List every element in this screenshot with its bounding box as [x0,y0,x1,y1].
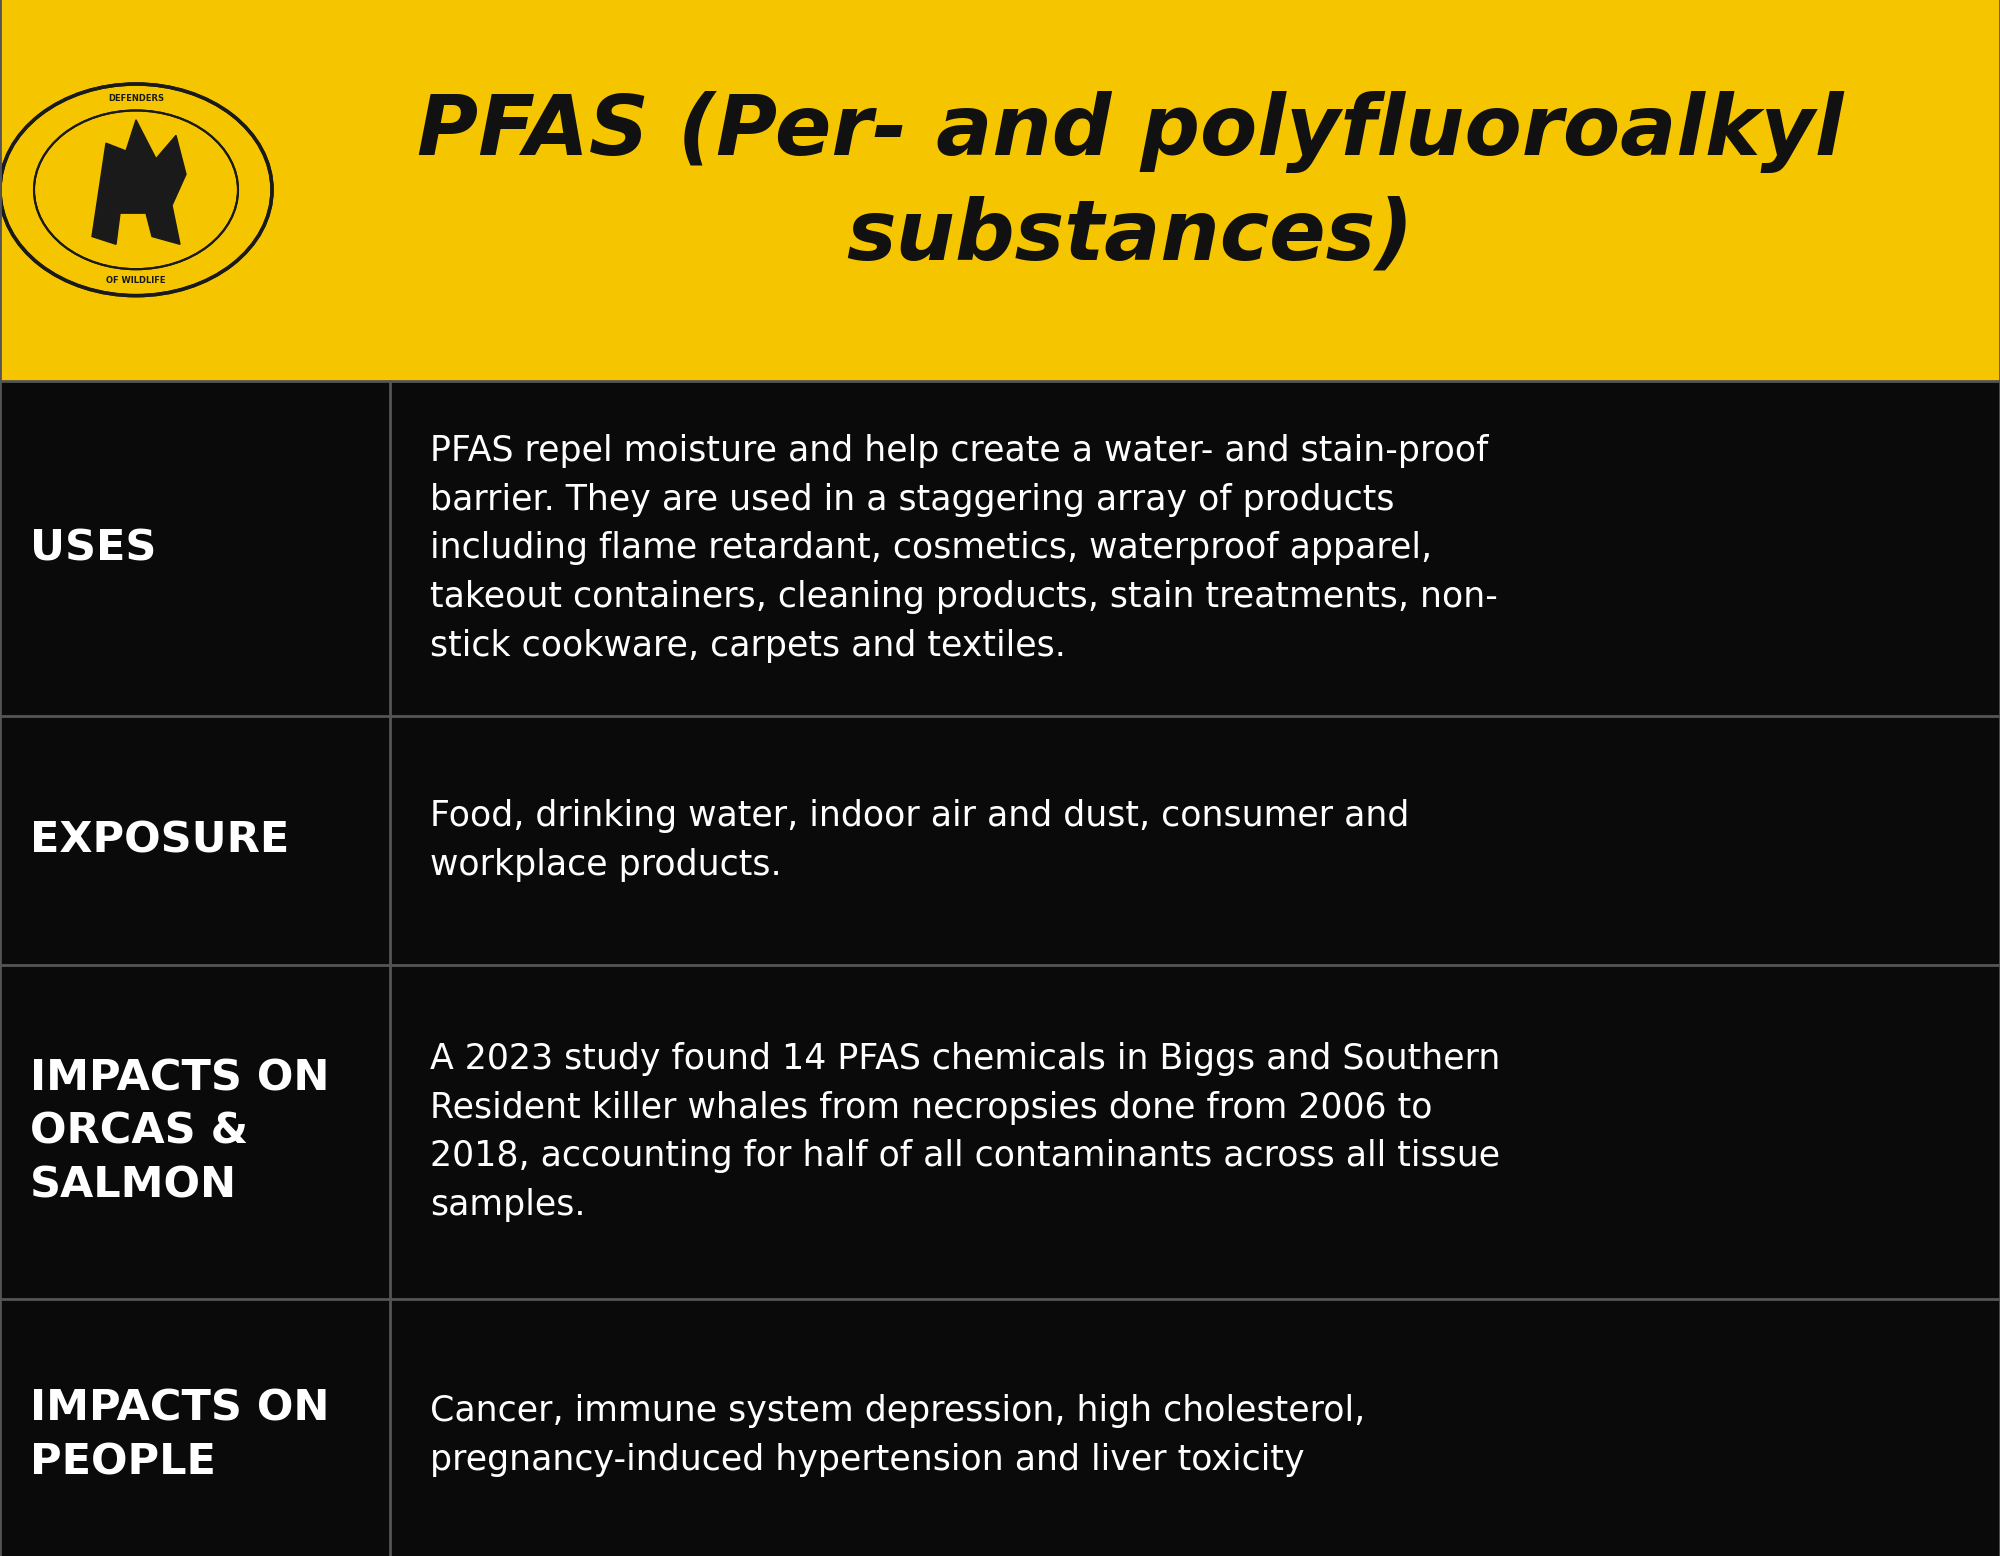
Bar [0,716,390,965]
Bar [0,1299,390,1556]
Bar [390,716,2000,965]
Bar [390,1299,2000,1556]
Text: IMPACTS ON
ORCAS &
SALMON: IMPACTS ON ORCAS & SALMON [30,1058,330,1206]
Text: A 2023 study found 14 PFAS chemicals in Biggs and Southern
Resident killer whale: A 2023 study found 14 PFAS chemicals in … [430,1041,1500,1223]
Polygon shape [92,120,186,244]
Text: Cancer, immune system depression, high cholesterol,
pregnancy-induced hypertensi: Cancer, immune system depression, high c… [430,1394,1366,1477]
Text: EXPOSURE: EXPOSURE [30,820,290,860]
Text: Food, drinking water, indoor air and dust, consumer and
workplace products.: Food, drinking water, indoor air and dus… [430,798,1410,882]
Text: USES: USES [30,527,156,569]
Bar [0,965,390,1299]
Text: DEFENDERS: DEFENDERS [108,95,164,103]
Text: PFAS (Per- and polyfluoroalkyl
substances): PFAS (Per- and polyfluoroalkyl substance… [416,90,1844,277]
Circle shape [0,84,272,296]
Bar [390,965,2000,1299]
Text: IMPACTS ON
PEOPLE: IMPACTS ON PEOPLE [30,1388,330,1483]
Bar [0,0,2000,381]
Text: PFAS repel moisture and help create a water- and stain-proof
barrier. They are u: PFAS repel moisture and help create a wa… [430,434,1498,663]
Bar [0,381,390,716]
Bar [390,381,2000,716]
Text: OF WILDLIFE: OF WILDLIFE [106,277,166,285]
